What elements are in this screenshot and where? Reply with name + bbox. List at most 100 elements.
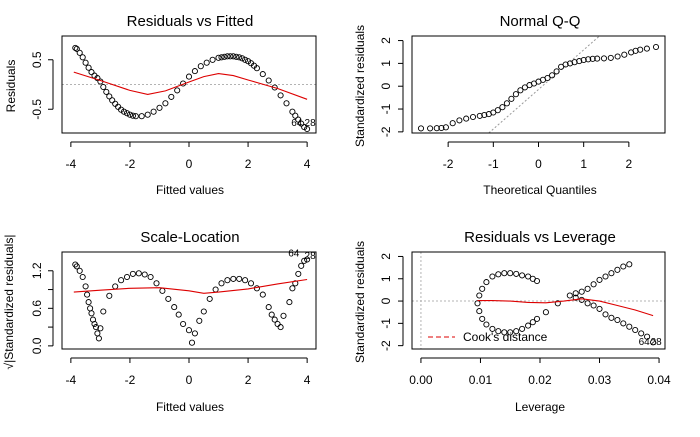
data-point bbox=[259, 291, 266, 298]
y-tick-label: 2 bbox=[379, 253, 393, 260]
data-point bbox=[239, 55, 246, 62]
data-point bbox=[544, 74, 551, 82]
data-point bbox=[584, 285, 591, 292]
data-point bbox=[112, 283, 119, 290]
data-point bbox=[652, 43, 660, 51]
plot-area bbox=[62, 44, 316, 133]
x-tick-label: 2 bbox=[245, 373, 252, 387]
data-point bbox=[171, 304, 178, 311]
data-point bbox=[608, 270, 615, 277]
x-tick-label: 0.00 bbox=[409, 373, 433, 387]
data-point bbox=[503, 100, 510, 107]
y-axis-label: Standardized residuals bbox=[353, 241, 367, 363]
data-point bbox=[268, 311, 275, 318]
data-point bbox=[600, 55, 608, 62]
data-point bbox=[578, 288, 585, 295]
plot-area bbox=[72, 256, 311, 346]
y-axis-label: √|Standardized residuals| bbox=[2, 235, 16, 370]
data-point bbox=[91, 320, 98, 328]
data-point bbox=[554, 300, 561, 307]
data-point bbox=[578, 296, 585, 303]
data-point bbox=[79, 273, 86, 281]
data-point bbox=[265, 77, 272, 84]
data-point bbox=[614, 53, 621, 60]
data-point bbox=[596, 305, 603, 312]
panel-residuals-vs-leverage: Residuals vs Leverage Leverage Standardi… bbox=[353, 229, 671, 414]
x-tick-label: -4 bbox=[66, 373, 77, 387]
data-point bbox=[304, 256, 311, 263]
x-tick-label: 0.02 bbox=[528, 373, 552, 387]
data-point bbox=[92, 324, 100, 331]
data-point bbox=[529, 319, 536, 326]
data-point bbox=[85, 299, 92, 306]
data-point bbox=[533, 277, 541, 285]
y-tick-label: -0.5 bbox=[30, 99, 44, 120]
data-point bbox=[469, 113, 477, 121]
data-point bbox=[481, 111, 488, 119]
data-point bbox=[197, 63, 204, 70]
data-point bbox=[289, 285, 296, 292]
data-point bbox=[298, 120, 305, 127]
y-axis-label: Residuals bbox=[4, 60, 18, 113]
plot-area bbox=[412, 252, 665, 349]
x-tick-label: -2 bbox=[443, 157, 454, 171]
x-tick-label: 4 bbox=[304, 157, 311, 171]
data-point bbox=[621, 51, 628, 58]
x-tick-label: 0 bbox=[186, 157, 193, 171]
data-point bbox=[196, 317, 203, 324]
x-tick-label: 0.03 bbox=[588, 373, 612, 387]
data-point bbox=[271, 84, 278, 91]
point-label: 64 bbox=[639, 337, 651, 348]
data-point bbox=[292, 280, 299, 287]
data-point bbox=[501, 270, 508, 277]
plot-frame bbox=[411, 251, 666, 350]
data-point bbox=[301, 257, 308, 264]
data-point bbox=[123, 273, 131, 281]
data-point bbox=[438, 124, 445, 132]
data-point bbox=[644, 333, 651, 340]
plot-frame bbox=[61, 35, 317, 134]
panel-normal-qq: Normal Q-Q Theoretical Quantiles Standar… bbox=[353, 13, 666, 197]
plot-area bbox=[417, 36, 660, 133]
data-point bbox=[594, 55, 601, 62]
data-point bbox=[185, 73, 193, 80]
panel-residuals-vs-fitted: Residuals vs Fitted Fitted values Residu… bbox=[4, 13, 317, 197]
data-point bbox=[100, 308, 107, 315]
data-point bbox=[590, 302, 597, 309]
data-point bbox=[549, 72, 556, 79]
x-tick-label: 2 bbox=[626, 157, 633, 171]
y-tick-label: 1 bbox=[379, 60, 393, 67]
data-point bbox=[103, 88, 110, 95]
data-point bbox=[517, 87, 524, 94]
x-tick-label: 2 bbox=[245, 157, 252, 171]
data-point bbox=[449, 120, 456, 127]
data-point bbox=[494, 107, 501, 114]
data-point bbox=[580, 56, 587, 64]
data-point bbox=[479, 285, 486, 292]
y-tick-label: 0.5 bbox=[30, 51, 44, 68]
data-point bbox=[242, 277, 249, 284]
data-point bbox=[286, 299, 293, 306]
y-tick-label: -2 bbox=[379, 126, 393, 137]
data-point bbox=[209, 56, 216, 63]
data-point bbox=[298, 262, 305, 269]
data-point bbox=[180, 320, 187, 328]
data-point bbox=[596, 276, 603, 283]
data-point bbox=[576, 58, 583, 65]
data-point bbox=[607, 54, 614, 61]
data-point bbox=[519, 272, 526, 279]
data-point bbox=[602, 273, 609, 280]
reference-line bbox=[488, 36, 600, 133]
x-tick-label: -4 bbox=[66, 157, 77, 171]
data-point bbox=[507, 270, 514, 277]
data-point bbox=[82, 283, 89, 290]
x-tick-label: 0.04 bbox=[647, 373, 671, 387]
data-point bbox=[566, 292, 573, 299]
data-point bbox=[572, 294, 579, 301]
x-tick-label: -1 bbox=[488, 157, 499, 171]
data-point bbox=[123, 110, 131, 117]
data-point bbox=[417, 125, 425, 132]
data-point bbox=[620, 263, 627, 270]
panel-title: Residuals vs Leverage bbox=[464, 229, 616, 246]
data-point bbox=[519, 325, 526, 332]
